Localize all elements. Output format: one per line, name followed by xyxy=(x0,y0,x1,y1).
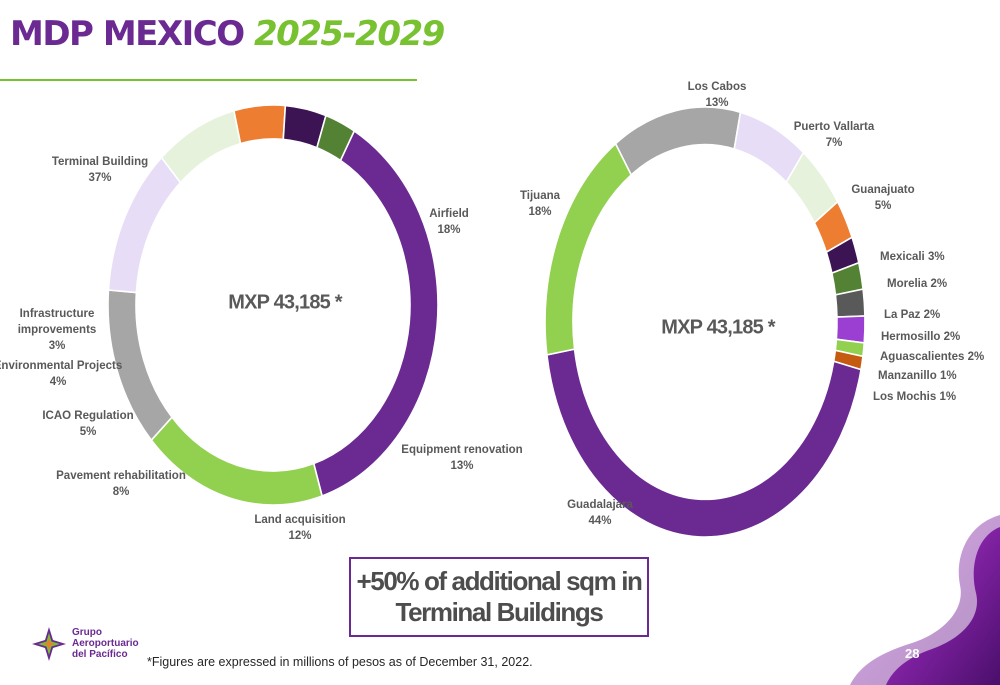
logo-star-icon xyxy=(32,627,66,661)
page-number: 28 xyxy=(905,646,920,661)
corner-decoration xyxy=(850,515,1000,685)
slice-aguascalientes xyxy=(836,316,865,343)
slice-los-cabos xyxy=(616,107,741,175)
page-title: MDP MEXICO 2025-2029 xyxy=(10,14,445,54)
slice-label-environmental-projects: Environmental Projects 4% xyxy=(0,360,122,388)
slice-label-equipment-renovation: Equipment renovation 13% xyxy=(401,444,522,472)
logo-line-1: Grupo xyxy=(72,627,102,638)
slice-label-airfield: Airfield 18% xyxy=(429,208,469,236)
slice-pavement-rehabilitation xyxy=(162,111,241,183)
slice-label-mexicali: Mexicali 3% xyxy=(880,251,945,263)
callout-box: +50% of additional sqm in Terminal Build… xyxy=(349,557,649,637)
slice-label-aguascalientes: Aguascalientes 2% xyxy=(880,351,984,363)
donut-chart-2: MXP 43,185 * Los Cabos 13% Puerto Vallarta 7… xyxy=(520,81,984,537)
slice-label-manzanillo: Manzanillo 1% xyxy=(878,370,957,382)
page-title-years: 2025-2029 xyxy=(253,14,445,54)
slice-infrastructure-improvements xyxy=(317,116,354,161)
title-underline xyxy=(0,79,417,81)
donut-ring-1 xyxy=(108,105,438,505)
slice-label-terminal-building: Terminal Building 37% xyxy=(52,156,148,184)
slice-label-tijuana: Tijuana 18% xyxy=(520,190,561,218)
slice-label-guanajuato: Guanajuato 5% xyxy=(851,184,914,212)
logo-wordmark: Grupo Aeroportuario del Pacífico xyxy=(72,627,139,660)
page-title-main: MDP MEXICO xyxy=(10,14,245,54)
slice-label-pavement-rehabilitation: Pavement rehabilitation 8% xyxy=(56,470,186,498)
slice-label-land-acquisition: Land acquisition 12% xyxy=(254,514,345,542)
donut-ring-2 xyxy=(545,107,865,537)
slice-label-puerto-vallarta: Puerto Vallarta 7% xyxy=(794,121,875,149)
donut-chart-1: MXP 43,185 * Terminal Building 37% Airfield… xyxy=(0,105,523,542)
footnote: *Figures are expressed in millions of pe… xyxy=(147,655,533,669)
slice-label-los-mochis: Los Mochis 1% xyxy=(873,391,956,403)
donut-center-label-2: MXP 43,185 * xyxy=(661,316,775,338)
slice-label-hermosillo: Hermosillo 2% xyxy=(881,331,960,343)
slice-label-guadalajara: Guadalajara 44% xyxy=(567,499,633,527)
company-logo: Grupo Aeroportuario del Pacífico xyxy=(30,625,150,665)
slice-airfield xyxy=(151,417,322,505)
slice-label-infrastructure-improvements: Infrastructure improvements 3% xyxy=(18,308,97,352)
callout-line-1: +50% of additional sqm in xyxy=(356,566,643,596)
slice-label-la-paz: La Paz 2% xyxy=(884,309,940,321)
logo-line-3: del Pacífico xyxy=(72,649,128,660)
slice-terminal-building xyxy=(314,131,438,496)
callout-line-2: Terminal Buildings xyxy=(395,597,604,627)
slice-tijuana xyxy=(545,144,631,355)
slice-land-acquisition xyxy=(108,158,180,293)
slice-hermosillo xyxy=(835,289,864,317)
donut-center-label-1: MXP 43,185 * xyxy=(228,291,342,313)
logo-line-2: Aeroportuario xyxy=(72,638,139,649)
slice-icao-regulation xyxy=(234,105,285,144)
slice-label-icao-regulation: ICAO Regulation 5% xyxy=(42,410,133,438)
slice-label-los-cabos: Los Cabos 13% xyxy=(688,81,747,109)
slice-label-morelia: Morelia 2% xyxy=(887,278,947,290)
